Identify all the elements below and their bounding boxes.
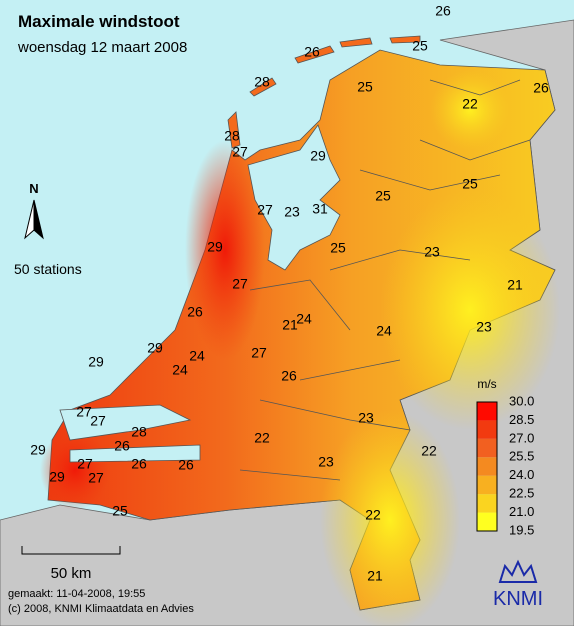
station-value: 29 — [147, 340, 163, 356]
legend-label: 27.0 — [509, 430, 534, 445]
station-value: 28 — [254, 74, 270, 90]
station-value: 25 — [357, 79, 373, 95]
station-value: 24 — [376, 323, 392, 339]
logo-crown — [498, 559, 538, 583]
legend-swatch — [477, 402, 497, 421]
station-value: 27 — [251, 345, 267, 361]
station-value: 24 — [172, 362, 188, 378]
station-value: 29 — [49, 469, 65, 485]
station-value: 23 — [284, 204, 300, 220]
station-value: 27 — [232, 144, 248, 160]
station-value: 21 — [282, 317, 298, 333]
station-value: 26 — [114, 438, 130, 454]
station-value: 27 — [232, 276, 248, 292]
legend-frame — [476, 401, 498, 532]
station-value: 25 — [375, 188, 391, 204]
station-value: 23 — [424, 244, 440, 260]
station-value: 27 — [76, 404, 92, 420]
footer-made: gemaakt: 11-04-2008, 19:55 — [8, 588, 145, 600]
station-value: 29 — [207, 239, 223, 255]
legend-unit: m/s — [477, 377, 496, 391]
legend-label: 25.5 — [509, 449, 534, 464]
station-value: 25 — [330, 240, 346, 256]
legend-swatch — [477, 475, 497, 495]
legend-swatch — [477, 494, 497, 513]
station-value: 28 — [224, 128, 240, 144]
station-value: 25 — [112, 503, 128, 519]
station-value: 26 — [304, 44, 320, 60]
station-value: 26 — [131, 456, 147, 472]
station-value: 24 — [296, 311, 312, 327]
legend-swatch — [477, 457, 497, 476]
high-zone — [185, 140, 265, 360]
legend-swatch — [477, 438, 497, 458]
low-zone — [380, 190, 560, 430]
station-value: 26 — [281, 368, 297, 384]
station-value: 29 — [310, 148, 326, 164]
station-value: 29 — [88, 354, 104, 370]
station-value: 21 — [507, 277, 523, 293]
station-value: 23 — [358, 410, 374, 426]
station-value: 27 — [77, 456, 93, 472]
station-value: 24 — [189, 348, 205, 364]
station-value: 29 — [30, 442, 46, 458]
legend-swatch — [477, 512, 497, 531]
legend-label: 28.5 — [509, 412, 534, 427]
station-value: 22 — [254, 430, 270, 446]
station-value: 27 — [257, 202, 273, 218]
legend-label: 24.0 — [509, 467, 534, 482]
station-value: 23 — [476, 319, 492, 335]
legend-label: 30.0 — [509, 393, 534, 408]
footer-copyright: (c) 2008, KNMI Klimaatdata en Advies — [8, 603, 194, 615]
legend-swatch — [477, 420, 497, 439]
north-label: N — [29, 181, 38, 196]
legend-label: 21.0 — [509, 504, 534, 519]
station-value: 27 — [88, 470, 104, 486]
station-value: 28 — [131, 424, 147, 440]
station-value: 23 — [318, 454, 334, 470]
station-value: 22 — [462, 96, 478, 112]
province-borders — [239, 79, 531, 481]
scale-label: 50 km — [51, 565, 92, 582]
legend: 30.0 28.5 27.0 25.5 24.0 22.5 21.0 19.5 — [476, 393, 534, 537]
station-value: 25 — [412, 38, 428, 54]
station-value: 31 — [312, 201, 328, 217]
station-value: 25 — [462, 176, 478, 192]
station-value: 26 — [187, 304, 203, 320]
low-zone — [320, 410, 460, 630]
station-value: 26 — [178, 457, 194, 473]
logo: KNMI — [493, 588, 543, 610]
station-value: 22 — [365, 507, 381, 523]
wadden-islands — [227, 35, 421, 149]
title: Maximale windstoot — [18, 12, 180, 31]
station-value: 21 — [367, 568, 383, 584]
legend-label: 19.5 — [509, 522, 534, 537]
station-value: 22 — [421, 443, 437, 459]
scale-bar — [21, 546, 121, 555]
station-value: 26 — [435, 3, 451, 19]
subtitle: woensdag 12 maart 2008 — [17, 39, 187, 56]
low-zone — [430, 70, 510, 150]
legend-label: 22.5 — [509, 486, 534, 501]
ijsselmeer — [247, 124, 341, 271]
station-value: 27 — [90, 413, 106, 429]
estuaries — [59, 404, 201, 463]
north-arrow — [33, 199, 44, 240]
station-value: 26 — [533, 80, 549, 96]
station-count: 50 stations — [14, 261, 82, 277]
